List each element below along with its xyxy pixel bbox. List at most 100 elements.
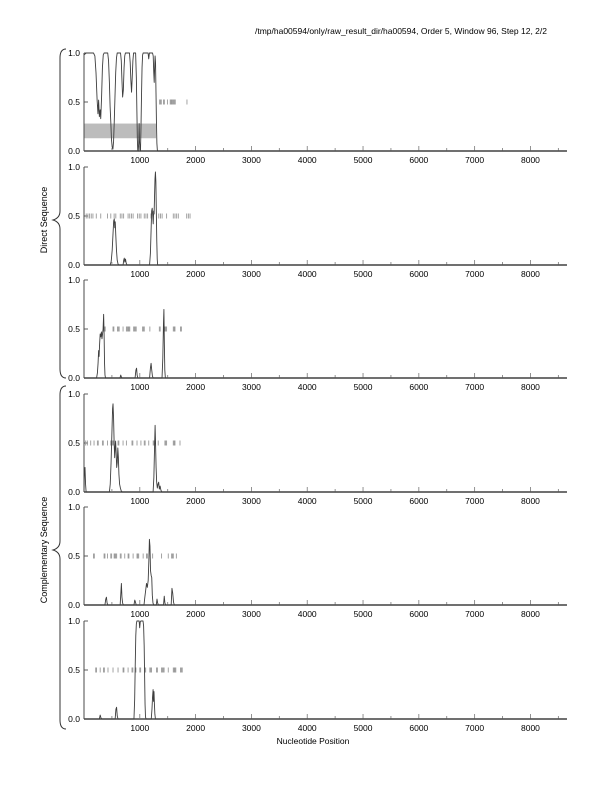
x-tick-label: 3000 — [242, 496, 261, 506]
y-tick-label: 0.5 — [68, 438, 80, 448]
orf-markers — [159, 99, 188, 105]
y-tick-label: 1.0 — [68, 275, 80, 285]
x-tick-label: 6000 — [409, 382, 428, 392]
x-tick-label: 8000 — [521, 496, 540, 506]
x-tick-label: 8000 — [521, 723, 540, 733]
x-tick-label: 8000 — [521, 155, 540, 165]
x-tick-label: 2000 — [186, 609, 205, 619]
probability-curve — [84, 620, 567, 720]
x-tick-label: 4000 — [298, 382, 317, 392]
panel-4-complementary-frame-1: 1.0 0.5 0.0 1000 2000 3000 4000 5000 6000 7000 800… — [68, 389, 567, 506]
x-ticks: 1000 2000 3000 4000 5000 6000 7000 8000 — [111, 260, 559, 279]
x-tick-label: 5000 — [354, 382, 373, 392]
panel-5-complementary-frame-2: 1.0 0.5 0.0 1000 2000 3000 4000 5000 6000 7000 800… — [68, 502, 567, 619]
x-tick-label: 4000 — [298, 269, 317, 279]
y-ticks: 1.0 0.5 0.0 — [68, 162, 88, 270]
y-tick-label: 0.5 — [68, 324, 80, 334]
x-tick-label: 1000 — [130, 269, 149, 279]
complementary-sequence-label: Complementary Sequence — [39, 496, 49, 604]
y-tick-label: 0.0 — [68, 373, 80, 383]
x-ticks: 1000 2000 3000 4000 5000 6000 7000 8000 — [111, 487, 559, 506]
x-tick-label: 6000 — [409, 496, 428, 506]
y-tick-label: 1.0 — [68, 502, 80, 512]
y-tick-label: 0.5 — [68, 551, 80, 561]
orf-markers — [85, 440, 181, 446]
direct-sequence-label: Direct Sequence — [39, 186, 49, 254]
x-ticks: 1000 2000 3000 4000 5000 6000 7000 8000 — [111, 146, 559, 165]
x-tick-label: 2000 — [186, 269, 205, 279]
x-tick-label: 1000 — [130, 609, 149, 619]
x-tick-label: 1000 — [130, 155, 149, 165]
orf-markers — [95, 667, 183, 673]
probability-curve — [84, 308, 567, 379]
axes — [83, 280, 567, 379]
panel-3-direct-frame-3: 1.0 0.5 0.0 1000 2000 3000 4000 5000 6000 7000 800… — [68, 275, 567, 392]
x-tick-label: 4000 — [298, 155, 317, 165]
x-tick-label: 2000 — [186, 496, 205, 506]
x-tick-label: 7000 — [465, 155, 484, 165]
y-tick-label: 1.0 — [68, 616, 80, 626]
axes — [83, 507, 567, 606]
panel-6-complementary-frame-3: 1.0 0.5 0.0 1000 2000 3000 4000 5000 6000 7000 800… — [68, 616, 567, 733]
y-tick-label: 0.5 — [68, 97, 80, 107]
y-tick-label: 1.0 — [68, 48, 80, 58]
x-tick-label: 7000 — [465, 382, 484, 392]
y-tick-label: 1.0 — [68, 162, 80, 172]
x-tick-label: 1000 — [130, 496, 149, 506]
probability-curve — [83, 52, 567, 152]
x-tick-label: 6000 — [409, 269, 428, 279]
x-tick-label: 4000 — [298, 609, 317, 619]
x-tick-label: 8000 — [521, 609, 540, 619]
x-tick-label: 2000 — [186, 155, 205, 165]
x-tick-label: 3000 — [242, 723, 261, 733]
y-tick-label: 0.0 — [68, 487, 80, 497]
x-tick-label: 1000 — [130, 723, 149, 733]
y-tick-label: 0.0 — [68, 600, 80, 610]
x-tick-label: 6000 — [409, 723, 428, 733]
x-axis-title: Nucleotide Position — [276, 736, 350, 746]
x-tick-label: 4000 — [298, 496, 317, 506]
y-tick-label: 0.0 — [68, 260, 80, 270]
y-tick-label: 1.0 — [68, 389, 80, 399]
x-tick-label: 7000 — [465, 723, 484, 733]
y-tick-label: 0.0 — [68, 714, 80, 724]
x-tick-label: 7000 — [465, 269, 484, 279]
probability-curve — [84, 171, 567, 266]
complementary-sequence-brace — [51, 385, 67, 730]
x-tick-label: 8000 — [521, 382, 540, 392]
x-tick-label: 5000 — [354, 155, 373, 165]
plot-title: /tmp/ha00594/only/raw_result_dir/ha00594… — [254, 26, 547, 36]
panel-1-direct-frame-1: 1.0 0.5 0.0 1000 2000 3000 4000 5000 6000 7000 800… — [68, 48, 567, 165]
probability-curve — [84, 538, 567, 606]
orf-markers — [93, 553, 177, 559]
x-tick-label: 6000 — [409, 609, 428, 619]
panel-2-direct-frame-2: 1.0 0.5 0.0 1000 2000 3000 4000 5000 6000 7000 800… — [68, 162, 567, 279]
x-tick-label: 5000 — [354, 609, 373, 619]
probability-curve — [83, 403, 567, 493]
y-ticks: 1.0 0.5 0.0 — [68, 502, 88, 610]
y-tick-label: 0.0 — [68, 146, 80, 156]
orf-markers — [103, 326, 182, 332]
x-tick-label: 3000 — [242, 609, 261, 619]
y-tick-label: 0.5 — [68, 665, 80, 675]
x-ticks: 1000 2000 3000 4000 5000 6000 7000 8000 — [111, 373, 559, 392]
x-tick-label: 5000 — [354, 496, 373, 506]
x-tick-label: 6000 — [409, 155, 428, 165]
x-tick-label: 3000 — [242, 382, 261, 392]
x-tick-label: 7000 — [465, 496, 484, 506]
x-tick-label: 8000 — [521, 269, 540, 279]
y-ticks: 1.0 0.5 0.0 — [68, 48, 88, 156]
orf-markers — [85, 213, 191, 219]
x-tick-label: 5000 — [354, 723, 373, 733]
highlight-band — [84, 123, 156, 139]
x-tick-label: 3000 — [242, 269, 261, 279]
x-tick-label: 2000 — [186, 382, 205, 392]
y-tick-label: 0.5 — [68, 211, 80, 221]
x-tick-label: 4000 — [298, 723, 317, 733]
x-tick-label: 5000 — [354, 269, 373, 279]
x-tick-label: 7000 — [465, 609, 484, 619]
x-ticks: 1000 2000 3000 4000 5000 6000 7000 8000 — [111, 600, 559, 619]
y-ticks: 1.0 0.5 0.0 — [68, 616, 88, 724]
